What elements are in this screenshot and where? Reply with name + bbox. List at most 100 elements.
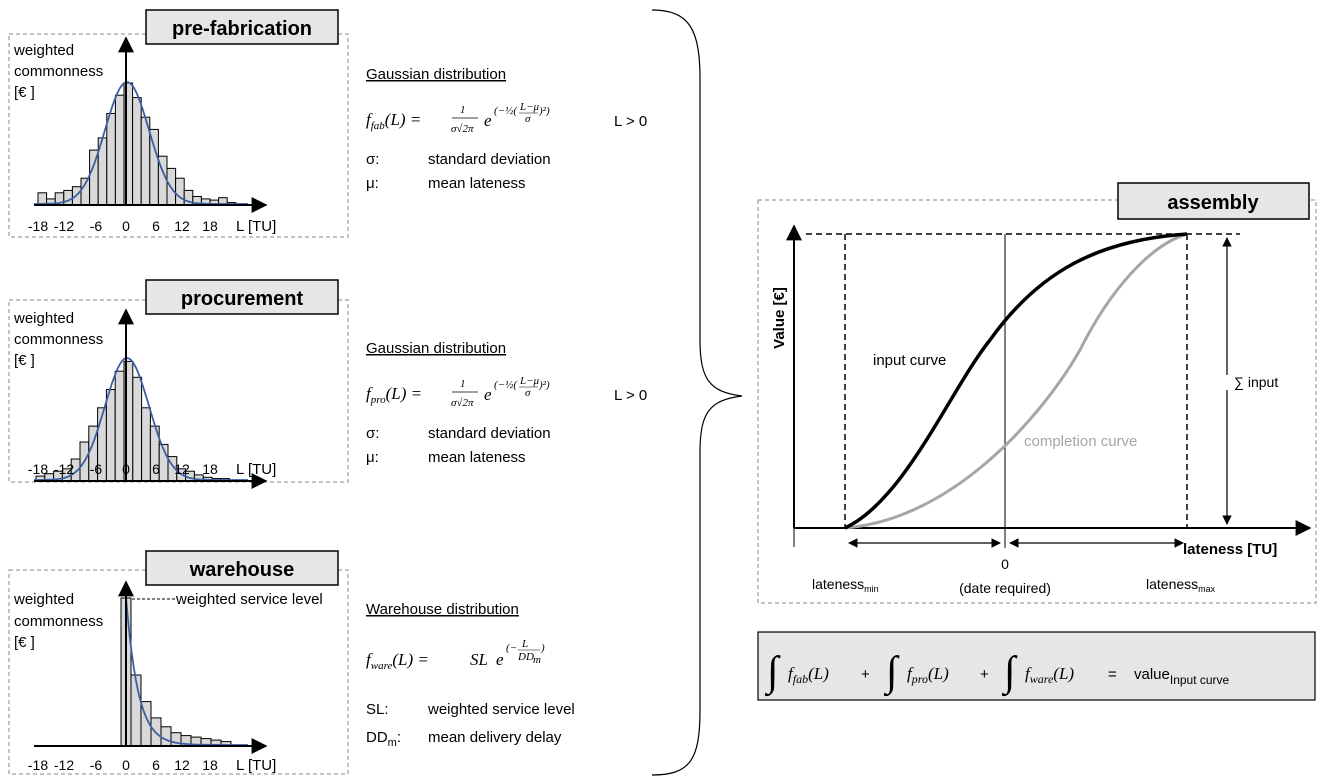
sum-term-1-sub: fab (793, 672, 808, 686)
panel-pro-title-box (145, 279, 339, 315)
gaussian-fit-curve-prefab (34, 81, 248, 205)
svg-text:fpro(L): fpro(L) (907, 664, 949, 686)
formula-fab-equation: ffab(L) = 1 σ√2π e (−½( L−μ σ )²) (366, 101, 550, 135)
svg-text:e: e (496, 650, 504, 669)
panel-prefabrication: pre-fabrication weighted commonness [€ ]… (8, 9, 349, 238)
panel-prefab-title: pre-fabrication (172, 18, 312, 40)
panel-pro-border (8, 299, 349, 483)
x-tick-label: 6 (152, 461, 160, 477)
lateness-max-sub: max (1198, 584, 1216, 594)
sum-term-2-f: f (907, 664, 914, 683)
formula-fab-def-sigma-sym: σ: (366, 151, 379, 168)
assembly-ylabel: Value [€] (771, 287, 788, 349)
histogram-bar (63, 189, 73, 206)
formula-pro-def-sigma-sym: σ: (366, 425, 379, 442)
panel-ware-title-box (145, 550, 339, 586)
formula-fab-sub: fab (371, 120, 386, 132)
histogram-bar (130, 674, 142, 747)
svg-text:+: + (861, 666, 870, 683)
panel-pro-ylabel-2: commonness (14, 331, 103, 348)
completion-curve (844, 232, 1188, 530)
sum-result-sub: Input curve (1170, 673, 1230, 687)
svg-text:)²): )²) (538, 379, 550, 391)
svg-text:m: m (533, 654, 541, 666)
histogram-bar (106, 113, 116, 206)
zero-label: 0 (1001, 556, 1009, 572)
x-tick-label: -18 (28, 757, 48, 773)
x-tick-label: -6 (90, 757, 103, 773)
x-tick-label: 18 (202, 461, 218, 477)
histogram-bar (149, 128, 159, 206)
formula-fab-def-mu-text: mean lateness (428, 175, 526, 192)
sum-term-1-f: f (788, 664, 795, 683)
svg-text:fpro(L) =: fpro(L) = (366, 384, 422, 406)
panel-warehouse: warehouse weighted commonness [€ ] weigh… (8, 550, 349, 775)
integral-sign-1: ∫ (764, 649, 781, 697)
x-tick-label: -18 (28, 218, 48, 234)
svg-text:e: e (484, 385, 492, 404)
svg-text:)²): )²) (538, 105, 550, 117)
x-tick-label: 18 (202, 757, 218, 773)
lateness-min-label: lateness (812, 576, 864, 592)
x-tick-label: 0 (122, 461, 130, 477)
formula-ware-heading: Warehouse distribution (366, 601, 519, 618)
sum-term-3-f: f (1025, 664, 1032, 683)
sum-result: value (1134, 666, 1170, 683)
panel-prefab-xlabel: L [TU] (236, 218, 276, 235)
formula-fab-condition: L > 0 (614, 113, 647, 130)
sum-term-3-sub: ware (1030, 672, 1054, 686)
histogram-bar (160, 726, 172, 747)
integral-sign-3: ∫ (1001, 649, 1018, 697)
x-tick-labels-prefab: -18 -12 -6 0 6 12 18 (28, 218, 218, 234)
svg-text:=: = (1108, 666, 1117, 683)
x-tick-label: -12 (54, 461, 74, 477)
x-tick-label: 0 (122, 218, 130, 234)
panel-assembly-title-box (1117, 182, 1310, 220)
sum-formula-box: ∫ ffab(L) + ∫ fpro(L) + ∫ fware(L) = val… (757, 631, 1316, 701)
svg-text:): ) (540, 642, 545, 654)
histogram-bars-warehouse (120, 597, 232, 747)
x-tick-label: -6 (90, 461, 103, 477)
formula-block-pro: Gaussian distribution fpro(L) = 1 σ√2π e… (366, 340, 647, 466)
x-tick-label: 18 (202, 218, 218, 234)
x-tick-label: 12 (174, 461, 190, 477)
svg-text:latenessmin: latenessmin (812, 576, 879, 594)
formula-ware-def-sl-text: weighted service level (427, 701, 575, 718)
svg-text:σ√2π: σ√2π (451, 397, 474, 409)
service-level-annotation: weighted service level (175, 591, 323, 608)
formula-pro-sub: pro (370, 394, 386, 406)
date-required-label: (date required) (959, 580, 1051, 596)
sum-term-2-sub: pro (911, 672, 928, 686)
x-tick-label: 6 (152, 757, 160, 773)
x-tick-label: 0 (122, 757, 130, 773)
formula-block-ware: Warehouse distribution fware(L) = SL e (… (366, 601, 575, 749)
formula-block-fab: Gaussian distribution ffab(L) = 1 σ√2π e… (366, 66, 647, 192)
input-curve (844, 232, 1188, 530)
assembly-xlabel: lateness [TU] (1183, 541, 1277, 558)
formula-fab-def-sigma-text: standard deviation (428, 151, 551, 168)
panel-ware-xlabel: L [TU] (236, 757, 276, 774)
panel-assembly: assembly Value [€] lateness [TU] input c… (757, 182, 1317, 604)
panel-ware-title: warehouse (189, 559, 294, 581)
svg-text:ffab(L) =: ffab(L) = (366, 110, 421, 132)
svg-text:DD: DD (517, 651, 534, 663)
x-tick-label: 12 (174, 218, 190, 234)
panel-assembly-border (757, 199, 1317, 604)
lateness-max-label: lateness (1146, 576, 1198, 592)
svg-text:fware(L): fware(L) (1025, 664, 1074, 686)
histogram-bar (132, 376, 143, 482)
lateness-min-sub: min (864, 584, 879, 594)
svg-text:(−½(: (−½( (494, 105, 518, 117)
formula-ware-f: f (366, 650, 373, 669)
sum-input-label: ∑ input (1234, 374, 1278, 390)
x-tick-label: -18 (28, 461, 48, 477)
svg-text:(−: (− (506, 642, 517, 654)
svg-text:fware(L) =: fware(L) = (366, 650, 429, 672)
x-tick-label: 6 (152, 218, 160, 234)
panel-procurement: procurement weighted commonness [€ ] -18… (8, 279, 349, 489)
panel-prefab-ylabel-2: commonness (14, 63, 103, 80)
svg-text:valueInput curve: valueInput curve (1134, 666, 1230, 687)
formula-pro-condition: L > 0 (614, 387, 647, 404)
histogram-bar (141, 407, 151, 482)
